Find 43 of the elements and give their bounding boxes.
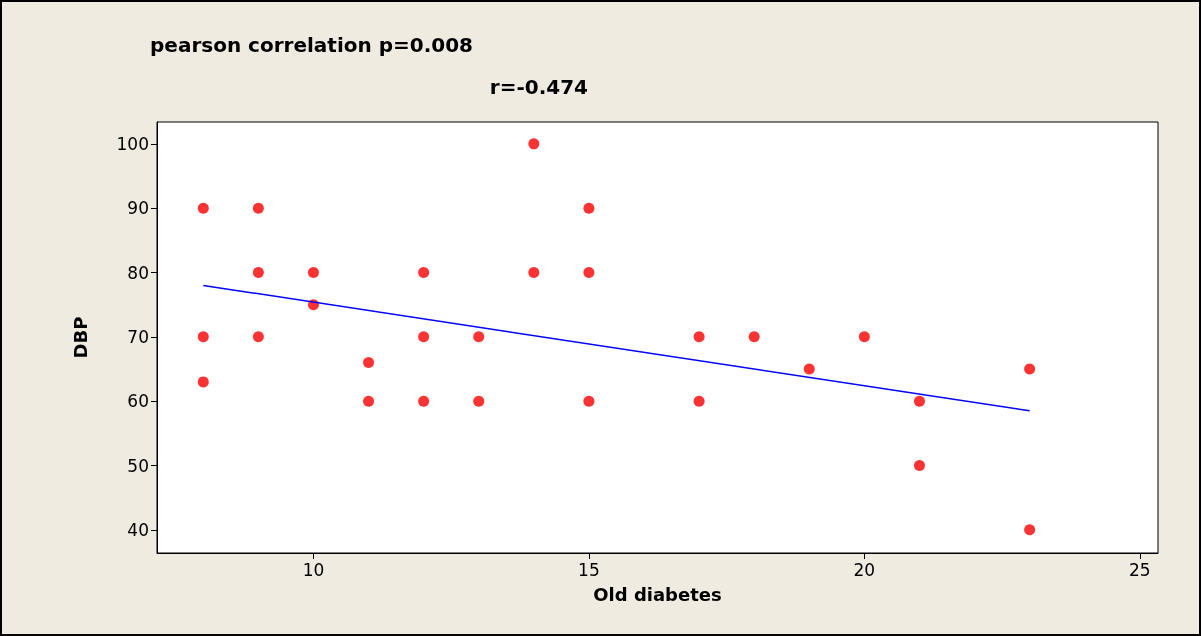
- y-tick-label: 90: [127, 198, 149, 219]
- point: [197, 331, 209, 343]
- y-tick-label: 100: [116, 133, 149, 154]
- x-axis-title: Old diabetes: [593, 583, 722, 605]
- point: [1024, 363, 1036, 375]
- point: [252, 202, 264, 214]
- point: [418, 331, 430, 343]
- y-tick-label: 60: [127, 391, 149, 412]
- point: [418, 395, 430, 407]
- chart-title: pearson correlation p=0.008: [150, 33, 474, 57]
- point: [583, 267, 595, 279]
- point: [528, 267, 540, 279]
- point: [748, 331, 760, 343]
- point: [363, 357, 375, 369]
- point: [583, 202, 595, 214]
- point: [858, 331, 870, 343]
- point: [418, 267, 430, 279]
- point: [473, 395, 485, 407]
- point: [693, 331, 705, 343]
- x-tick-label: 20: [853, 559, 876, 580]
- y-tick-label: 80: [127, 262, 149, 283]
- chart-subtitle: r=-0.474: [489, 75, 588, 99]
- point: [252, 331, 264, 343]
- point: [693, 395, 705, 407]
- y-tick-label: 40: [127, 519, 149, 540]
- x-tick-label: 15: [578, 559, 600, 580]
- x-tick-label: 10: [302, 559, 325, 580]
- point: [473, 331, 485, 343]
- point: [1024, 524, 1036, 536]
- point: [913, 395, 925, 407]
- point: [803, 363, 815, 375]
- point: [197, 376, 209, 388]
- point: [363, 395, 375, 407]
- x-tick-label: 25: [1129, 559, 1151, 580]
- y-tick-label: 50: [127, 455, 149, 476]
- point: [583, 395, 595, 407]
- y-axis-title: DBP: [69, 316, 91, 359]
- y-tick-label: 70: [127, 326, 149, 347]
- point: [913, 460, 925, 472]
- point: [252, 267, 264, 279]
- point: [197, 202, 209, 214]
- point: [528, 138, 540, 150]
- point: [307, 267, 319, 279]
